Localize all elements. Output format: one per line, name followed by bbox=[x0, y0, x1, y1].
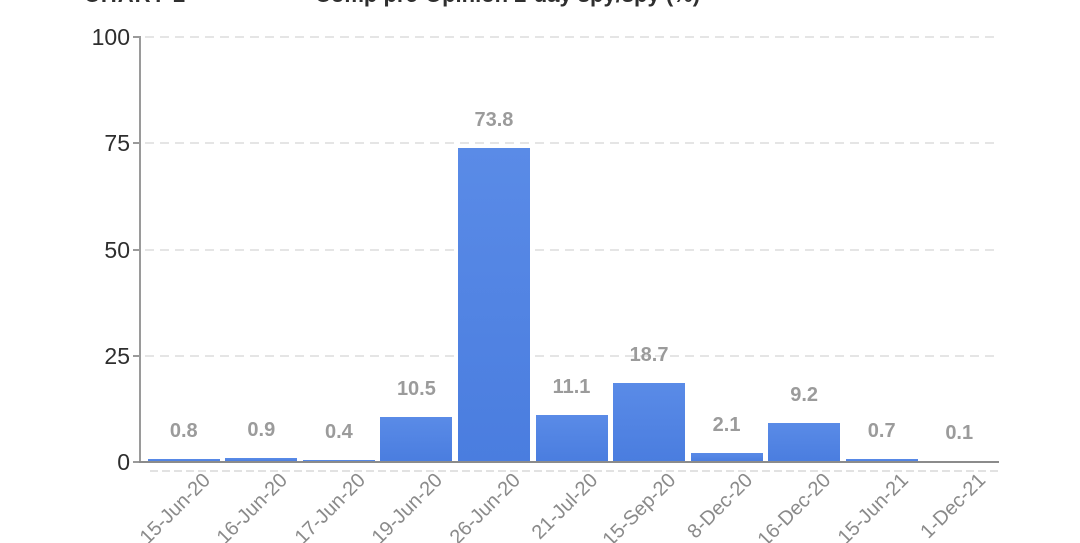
bar-value-label: 73.8 bbox=[474, 109, 514, 132]
chart-corner-label-clipped: CHART 2 bbox=[84, 0, 186, 7]
bar-value-label: 11.1 bbox=[552, 375, 591, 398]
y-tick-mark bbox=[133, 36, 140, 38]
x-axis-label: 15-Jun-21 bbox=[833, 469, 913, 543]
y-tick-label: 100 bbox=[91, 24, 130, 50]
bar-value-label: 0.4 bbox=[324, 421, 353, 444]
bar bbox=[613, 382, 686, 462]
y-tick-mark bbox=[133, 461, 140, 463]
y-tick-mark bbox=[133, 248, 140, 251]
gridline-25 bbox=[145, 354, 998, 357]
x-axis-label: 16-Jun-20 bbox=[212, 469, 293, 543]
bar bbox=[768, 422, 841, 462]
x-axis-label: 15-Sep-20 bbox=[598, 469, 680, 543]
bar bbox=[457, 148, 530, 462]
bar-value-label: 10.5 bbox=[396, 378, 436, 401]
x-axis-label: 8-Dec-20 bbox=[683, 469, 758, 543]
bar-value-label: 0.1 bbox=[945, 422, 974, 444]
gridline-75 bbox=[145, 142, 998, 145]
bar-value-label: 9.2 bbox=[790, 383, 819, 406]
chart-title-clipped: Comp pre-Opinion 2-day spy/spy (%) bbox=[315, 0, 700, 7]
x-axis-line bbox=[139, 461, 999, 463]
x-axis-minor-dashes bbox=[150, 470, 998, 472]
bar-value-label: 0.8 bbox=[169, 419, 198, 442]
bar-value-label: 18.7 bbox=[629, 343, 669, 366]
bar bbox=[225, 458, 298, 462]
x-axis-label: 26-Jun-20 bbox=[445, 469, 525, 543]
x-axis-label: 19-Jun-20 bbox=[368, 469, 448, 543]
x-axis-label: 1-Dec-21 bbox=[916, 469, 991, 543]
bar-value-label: 0.7 bbox=[867, 420, 896, 443]
y-tick-label: 0 bbox=[117, 449, 130, 475]
y-tick-mark bbox=[133, 354, 140, 357]
bar bbox=[845, 459, 918, 462]
bar-value-label: 2.1 bbox=[712, 414, 741, 437]
gridline-100 bbox=[145, 36, 998, 38]
gridline-50 bbox=[145, 248, 998, 251]
bar bbox=[690, 453, 763, 462]
y-axis-line bbox=[139, 36, 141, 463]
y-tick-mark bbox=[133, 142, 140, 145]
y-tick-label: 25 bbox=[104, 342, 130, 369]
bar bbox=[380, 417, 453, 462]
bar bbox=[147, 458, 220, 462]
x-axis-label: 16-Dec-20 bbox=[753, 469, 835, 543]
y-tick-label: 75 bbox=[104, 130, 130, 157]
bar-value-label: 0.9 bbox=[247, 419, 276, 442]
bar bbox=[535, 414, 608, 462]
x-axis-label: 21-Jul-20 bbox=[527, 469, 603, 543]
x-axis-label: 15-Jun-20 bbox=[135, 469, 215, 543]
x-axis-label: 17-Jun-20 bbox=[290, 469, 370, 543]
y-tick-label: 50 bbox=[104, 236, 130, 263]
